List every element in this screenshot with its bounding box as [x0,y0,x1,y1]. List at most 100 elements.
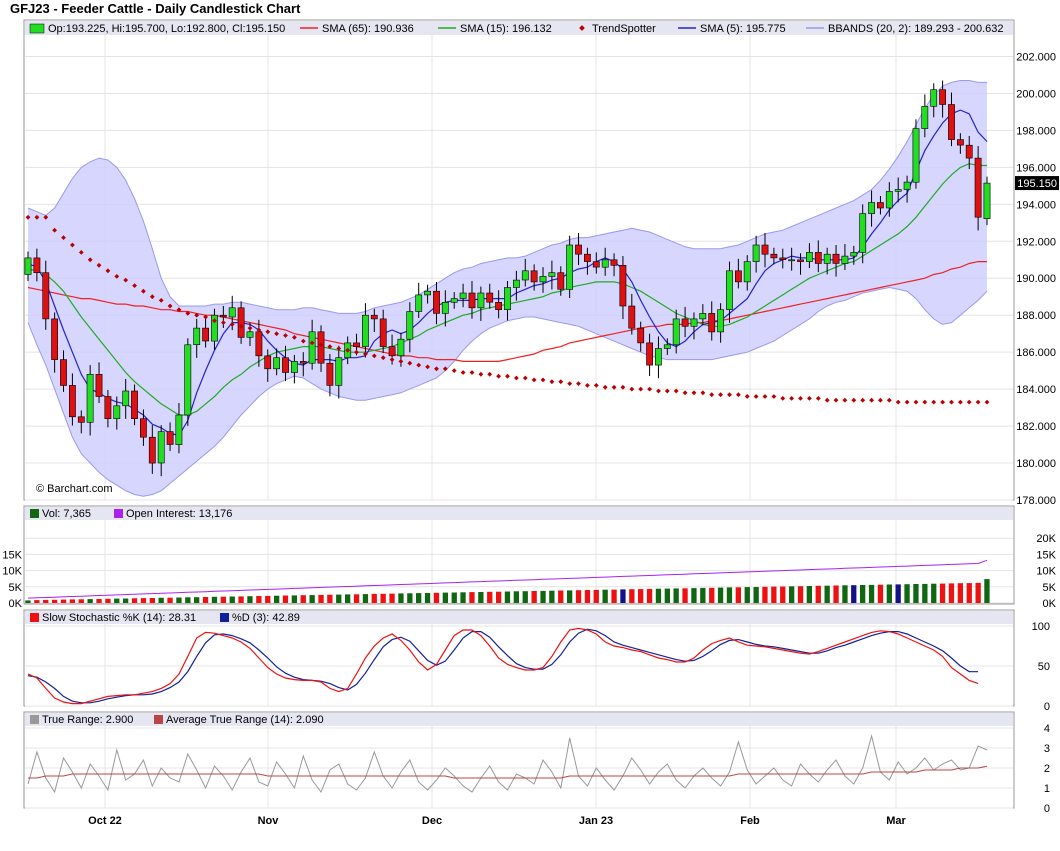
candle-body [24,257,32,275]
chart-title: GFJ23 - Feeder Cattle - Daily Candlestic… [10,1,301,16]
stochastic-panel [23,609,1015,707]
volume-bar [664,588,670,603]
x-tick-label: Mar [886,815,906,827]
price-tick-label: 202.000 [1016,51,1056,63]
trendspotter-marker [132,283,138,289]
candle-body [219,314,227,318]
candle-body [868,202,875,214]
candle-body [894,189,902,192]
trendspotter-marker [52,227,58,233]
candle-body [921,106,929,129]
volume-bar [558,590,564,603]
price-tick-label: 182.000 [1016,421,1056,433]
candle-body [850,252,858,257]
trendspotter-swatch [579,25,585,31]
trendspotter-marker [274,331,280,337]
candle-body [619,264,627,307]
trendspotter-marker [673,388,679,394]
volume-bar [34,600,40,603]
volume-panel [23,505,1015,605]
atr-swatch [154,715,163,724]
candle-body [530,270,538,283]
candle-body [424,290,431,296]
candle-body [512,279,520,288]
volume-bar [646,588,653,603]
candle-body [131,390,138,420]
volume-bar [416,593,422,603]
candle-body [113,405,121,419]
candle-body [33,257,41,273]
candle-body [282,357,289,373]
candle-body [273,357,280,370]
volume-bar [806,586,812,603]
candle-body [717,309,724,333]
volume-bar [309,595,315,603]
volume-bar [176,597,182,603]
trendspotter-marker [105,268,111,274]
volume-bar [789,586,795,603]
price-tick-label: 194.000 [1016,199,1056,211]
candle-body [690,318,698,327]
volume-bar [691,588,697,603]
volume-bar [78,599,84,603]
volume-bar [69,599,75,603]
volume-right-tick: 20K [1036,533,1056,545]
volume-left-tick: 10K [2,566,22,578]
candle-body [441,301,449,314]
candle-body [885,191,893,209]
volume-bar [567,590,573,603]
x-tick-label: Jan 23 [579,815,613,827]
price-tick-label: 188.000 [1016,310,1056,322]
candle-body [157,431,165,464]
candle-body [406,311,414,340]
volume-bar [957,583,963,603]
last-price-box [1015,176,1059,191]
candle-body [450,298,458,303]
candle-body [326,362,334,386]
candle-body [912,128,920,183]
candle-body [814,252,822,264]
candle-body [122,390,130,407]
volume-bar [60,599,67,603]
price-tick-label: 198.000 [1016,125,1056,137]
volume-right-tick: 10K [1036,566,1056,578]
volume-bar [140,598,147,603]
volume-bar [256,596,262,603]
tr-swatch [30,715,39,724]
candlesticks [24,80,991,477]
volume-bar [540,590,546,603]
vol-swatch [30,509,39,518]
volume-left-tick: 0K [9,598,23,610]
volume-bar [922,583,928,603]
candle-body [610,259,618,266]
candle-body [876,202,884,209]
legend-trend: TrendSpotter [592,23,656,35]
legend-atr: Average True Range (14): 2.090 [166,714,324,726]
candle-body [805,252,813,262]
candle-body [672,318,680,346]
candle-body [86,373,94,423]
trendspotter-marker [877,397,883,403]
candle-body [299,361,307,364]
volume-bar [673,588,679,603]
candle-body [104,396,112,420]
atr-line [28,765,988,779]
volume-bar [460,592,466,603]
stoch-tick-label: 100 [1032,621,1050,633]
candle-body [264,355,272,370]
stoch-legend-bar [25,611,1013,624]
volume-bar [531,591,537,603]
trendspotter-marker [664,388,670,394]
tr-tick-label: 1 [1044,783,1050,795]
candle-body [42,272,50,320]
candle-body [592,261,600,268]
volume-bar [771,586,777,603]
volume-bar [522,591,528,603]
tr-tick-label: 4 [1044,723,1050,735]
volume-bar [504,591,511,603]
trendspotter-marker [513,375,519,381]
candle-body [388,346,396,357]
candle-body [202,327,209,342]
volume-bar [513,591,519,603]
